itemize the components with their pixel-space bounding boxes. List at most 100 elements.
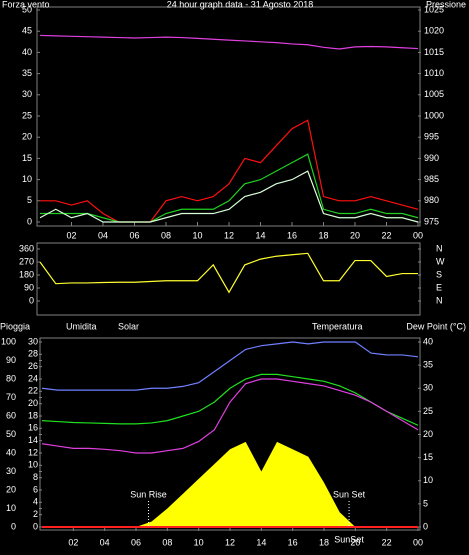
y-tick-label: 80 — [6, 373, 16, 383]
y-tick-label: 10 — [22, 174, 32, 184]
y-tick-label: 20 — [6, 484, 16, 494]
y2-tick-label: S — [436, 269, 442, 279]
y3-tick-label: 14 — [28, 435, 38, 445]
y-tick-label: 40 — [6, 447, 16, 457]
y2-tick-label: N — [436, 243, 443, 253]
line — [39, 252, 418, 294]
x-tick-label: 02 — [68, 537, 78, 547]
y2-tick-label: 20 — [423, 429, 433, 439]
legend-entry: Umidita — [66, 321, 97, 331]
y2-tick-label: 1025 — [424, 4, 444, 14]
y2-tick-label: 5 — [423, 498, 428, 508]
x-tick-label: 14 — [256, 537, 266, 547]
y2-tick-label: 25 — [423, 406, 433, 416]
y3-tick-label: 0 — [33, 521, 38, 531]
y2-tick-label: N — [436, 295, 443, 305]
y3-tick-label: 12 — [28, 447, 38, 457]
y2-axis-label: Pressione — [426, 0, 466, 9]
y-tick-label: 70 — [6, 392, 16, 402]
x-tick-label: 12 — [224, 230, 234, 240]
y-tick-label: 40 — [22, 47, 32, 57]
x-tick-label: 22 — [381, 230, 391, 240]
y3-tick-label: 8 — [33, 472, 38, 482]
y3-tick-label: 4 — [33, 497, 38, 507]
y2-tick-label: 1005 — [424, 89, 444, 99]
y2-tick-label: 975 — [424, 216, 439, 226]
annotation: SunSet — [334, 534, 364, 544]
legend-entry: Pioggia — [0, 321, 30, 331]
y-tick-label: 0 — [27, 216, 32, 226]
line — [41, 341, 419, 391]
line — [39, 170, 419, 223]
y2-tick-label: 980 — [424, 195, 439, 205]
x-tick-label: 18 — [319, 537, 329, 547]
y2-tick-label: 985 — [424, 174, 439, 184]
y2-tick-label: 995 — [424, 132, 439, 142]
y3-tick-label: 30 — [28, 336, 38, 346]
legend-entry: Dew Point (°C) — [406, 321, 466, 331]
y3-tick-label: 18 — [28, 410, 38, 420]
y3-tick-label: 6 — [33, 484, 38, 494]
x-tick-label: 16 — [287, 230, 297, 240]
y-tick-label: 0 — [11, 521, 16, 531]
x-tick-label: 10 — [192, 230, 202, 240]
x-tick-label: 08 — [161, 230, 171, 240]
y2-tick-label: 30 — [423, 383, 433, 393]
x-tick-label: 00 — [413, 537, 423, 547]
y2-tick-label: 10 — [423, 475, 433, 485]
y-tick-label: 90 — [6, 355, 16, 365]
y2-tick-label: 1000 — [424, 110, 444, 120]
y3-tick-label: 10 — [28, 460, 38, 470]
y2-tick-label: 990 — [424, 153, 439, 163]
y3-tick-label: 22 — [28, 386, 38, 396]
x-tick-label: 00 — [413, 230, 423, 240]
x-tick-label: 06 — [131, 537, 141, 547]
y-tick-label: 35 — [22, 68, 32, 78]
y-tick-label: 60 — [6, 410, 16, 420]
y2-tick-label: 35 — [423, 360, 433, 370]
y3-tick-label: 28 — [28, 349, 38, 359]
x-tick-label: 22 — [382, 537, 392, 547]
legend-entry: Solar — [118, 321, 139, 331]
x-tick-label: 18 — [318, 230, 328, 240]
x-tick-label: 10 — [194, 537, 204, 547]
y3-tick-label: 24 — [28, 373, 38, 383]
y-tick-label: 45 — [22, 26, 32, 36]
x-tick-label: 08 — [162, 537, 172, 547]
y-tick-label: 270 — [19, 256, 34, 266]
line — [40, 153, 419, 223]
y-tick-label: 0 — [29, 295, 34, 305]
y-tick-label: 5 — [27, 195, 32, 205]
y-tick-label: 25 — [22, 110, 32, 120]
y3-tick-label: 2 — [33, 509, 38, 519]
y3-tick-label: 20 — [28, 398, 38, 408]
x-tick-label: 20 — [350, 230, 360, 240]
y-tick-label: 50 — [22, 4, 32, 14]
x-tick-label: 04 — [100, 537, 110, 547]
y2-tick-label: 1010 — [424, 68, 444, 78]
area — [42, 441, 418, 527]
chart-title: 24 hour graph data - 31 Agosto 2018 — [167, 0, 314, 9]
line — [41, 378, 419, 454]
y-tick-label: 100 — [1, 336, 16, 346]
y-tick-label: 20 — [22, 132, 32, 142]
y2-tick-label: 1020 — [424, 26, 444, 36]
y-tick-label: 360 — [19, 243, 34, 253]
y-tick-label: 10 — [6, 503, 16, 513]
line — [40, 119, 419, 223]
x-tick-label: 02 — [66, 230, 76, 240]
y-tick-label: 30 — [22, 89, 32, 99]
annotation: Sun Set — [333, 489, 366, 499]
legend-entry: Temperatura — [312, 321, 363, 331]
x-tick-label: 14 — [255, 230, 265, 240]
y-tick-label: 30 — [6, 466, 16, 476]
y2-tick-label: 15 — [423, 452, 433, 462]
x-tick-label: 04 — [98, 230, 108, 240]
y-tick-label: 90 — [24, 282, 34, 292]
y2-tick-label: 1015 — [424, 47, 444, 57]
line — [39, 34, 419, 50]
y2-tick-label: 40 — [423, 336, 433, 346]
y2-tick-label: 0 — [423, 521, 428, 531]
y-axis-label: Forza vento — [2, 0, 50, 9]
